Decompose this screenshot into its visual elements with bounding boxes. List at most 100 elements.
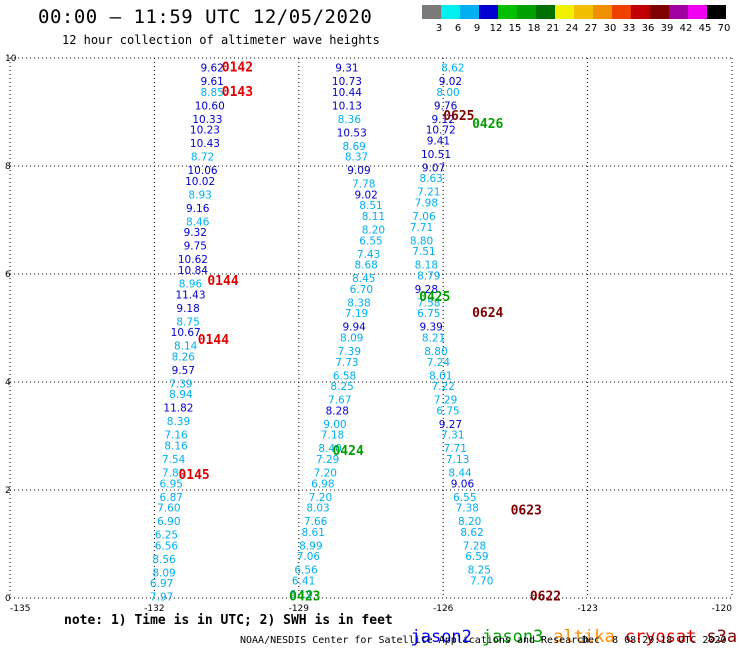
wave-height-point: 9.57	[172, 365, 195, 377]
wave-height-point: 8.36	[338, 114, 362, 126]
wave-height-point: 8.79	[417, 270, 440, 282]
x-tick-label: -120	[712, 604, 733, 614]
wave-height-point: 7.98	[415, 198, 438, 210]
wave-height-point: 11.43	[175, 289, 205, 301]
legend-altika: altika	[553, 627, 615, 647]
pass-time-label: 0144	[198, 333, 229, 348]
colorbar-swatch	[498, 5, 517, 19]
wave-height-point: 9.94	[342, 322, 366, 334]
y-tick-label: 2	[5, 486, 11, 496]
wave-height-point: 7.22	[432, 381, 455, 393]
colorbar-label: 42	[680, 23, 693, 34]
colorbar-label: 21	[547, 23, 560, 34]
wave-height-point: 7.20	[314, 468, 337, 480]
colorbar-swatch	[650, 5, 669, 19]
wave-height-point: 9.12	[432, 114, 455, 126]
colorbar-label: 36	[642, 23, 655, 34]
wave-height-point: 10.72	[426, 125, 456, 137]
colorbar-label: 39	[661, 23, 674, 34]
wave-height-point: 7.31	[441, 430, 464, 442]
wave-height-point: 6.58	[333, 370, 356, 382]
pass-time-label: 0623	[511, 503, 542, 518]
wave-height-point: 7.66	[304, 516, 328, 528]
wave-height-point: 9.18	[176, 303, 199, 315]
wave-height-point: 8.69	[342, 141, 365, 153]
wave-height-point: 10.06	[188, 165, 218, 177]
wave-height-point: 7.71	[444, 443, 467, 455]
wave-height-point: 6.95	[160, 478, 183, 490]
wave-height-point: 7.38	[456, 503, 479, 515]
colorbar-swatch	[422, 5, 441, 19]
y-tick-label: 4	[5, 378, 11, 388]
wave-height-point: 8.68	[354, 260, 377, 272]
colorbar-swatch	[555, 5, 574, 19]
y-tick-label: 0	[5, 594, 11, 604]
wave-height-point: 10.33	[192, 114, 222, 126]
wave-height-point: 9.39	[419, 322, 442, 334]
legend-s3a: s3a	[706, 627, 738, 647]
wave-height-point: 10.44	[332, 87, 362, 99]
wave-height-point: 8.16	[164, 441, 188, 453]
wave-height-point: 7.78	[352, 179, 375, 191]
wave-height-point: 9.41	[427, 135, 450, 147]
colorbar-label: 12	[490, 23, 503, 34]
wave-height-point: 9.07	[422, 162, 445, 174]
wave-height-point: 10.13	[332, 100, 362, 112]
wave-height-point: 7.71	[410, 222, 433, 234]
colorbar-label: 30	[604, 23, 617, 34]
wave-height-point: 8.62	[460, 527, 483, 539]
legend-jason3: jason3	[481, 627, 544, 647]
colorbar-swatch	[536, 5, 555, 19]
wave-height-point: 9.76	[434, 100, 458, 112]
wave-height-point: 9.16	[186, 203, 210, 215]
wave-height-point: 8.38	[347, 297, 370, 309]
wave-height-point: 8.63	[419, 173, 442, 185]
wave-height-point: 6.55	[453, 492, 476, 504]
wave-height-point: 8.94	[169, 389, 193, 401]
legend-jason2: jason2	[410, 627, 472, 647]
wave-height-point: 10.43	[190, 138, 220, 150]
wave-height-point: 7.06	[297, 551, 321, 563]
wave-height-point: 6.19	[290, 589, 313, 601]
wave-height-point: 6.56	[155, 540, 179, 552]
wave-height-point: 8.96	[179, 279, 203, 291]
wave-height-point: 10.02	[185, 176, 215, 188]
wave-height-point: 8.20	[362, 225, 385, 237]
wave-height-point: 10.73	[332, 76, 362, 88]
wave-height-point: 8.09	[152, 567, 175, 579]
pass-time-label: 0143	[222, 85, 253, 100]
colorbar-label: 45	[699, 23, 712, 34]
wave-height-point: 9.06	[451, 478, 475, 490]
wave-height-point: 7.21	[417, 187, 440, 199]
wave-height-point: 8.45	[352, 273, 375, 285]
wave-height-point: 8.03	[306, 503, 329, 515]
colorbar-swatch	[688, 5, 707, 19]
colorbar-swatch	[669, 5, 688, 19]
wave-height-point: 7.39	[338, 346, 361, 358]
wave-height-point: 6.55	[359, 235, 382, 247]
colorbar-label: 18	[528, 23, 541, 34]
x-tick-label: -129	[289, 604, 310, 614]
wave-height-point: 11.82	[163, 403, 193, 415]
x-tick-label: -135	[10, 604, 30, 614]
wave-height-point: 10.84	[178, 265, 208, 277]
pass-time-label: 0142	[222, 61, 253, 76]
wave-height-point: 10.51	[421, 149, 451, 161]
generated-date: Dec 8 08:29:18 UTC 2020	[582, 635, 727, 646]
colorbar-swatch	[517, 5, 536, 19]
colorbar-swatch	[460, 5, 479, 19]
wave-height-point: 7.19	[345, 308, 368, 320]
wave-height-point: 8.11	[362, 211, 385, 223]
wave-height-point: 7.97	[150, 592, 173, 604]
wave-height-point: 8.14	[174, 341, 198, 353]
y-tick-label: 6	[5, 270, 11, 280]
wave-height-point: 9.75	[184, 241, 207, 253]
pass-time-label: 0424	[332, 444, 363, 459]
pass-time-label: 0625	[443, 109, 474, 124]
wave-height-point: 6.75	[436, 405, 459, 417]
wave-height-point: 7.58	[417, 297, 440, 309]
wave-height-point: 9.62	[200, 63, 223, 75]
wave-height-point: 7.13	[446, 454, 469, 466]
colorbar-label: 27	[585, 23, 598, 34]
